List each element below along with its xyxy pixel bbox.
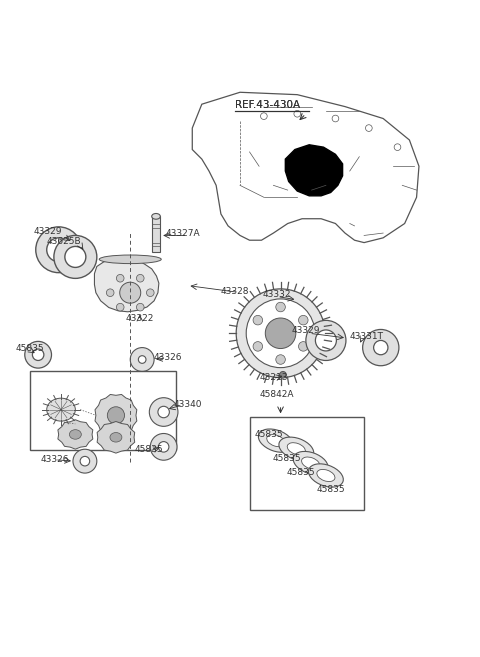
Circle shape <box>108 407 124 424</box>
Bar <box>152 216 160 252</box>
Text: 43326: 43326 <box>40 455 69 464</box>
Text: 43213: 43213 <box>259 373 288 382</box>
Ellipse shape <box>301 457 320 469</box>
Ellipse shape <box>293 451 328 475</box>
Text: 43331T: 43331T <box>350 332 384 341</box>
Circle shape <box>36 227 82 273</box>
Text: 45835: 45835 <box>135 445 164 454</box>
Ellipse shape <box>99 255 161 263</box>
Circle shape <box>276 302 285 312</box>
Circle shape <box>315 330 336 351</box>
Circle shape <box>158 442 169 452</box>
Circle shape <box>116 304 124 311</box>
Text: 45835: 45835 <box>287 468 315 477</box>
Circle shape <box>73 449 97 473</box>
Circle shape <box>136 304 144 311</box>
Circle shape <box>65 246 86 267</box>
Text: REF.43-430A: REF.43-430A <box>235 100 300 110</box>
Text: 45835: 45835 <box>16 344 44 353</box>
Circle shape <box>253 315 263 325</box>
Ellipse shape <box>267 434 285 447</box>
Polygon shape <box>58 420 93 449</box>
Bar <box>30 371 176 450</box>
Ellipse shape <box>152 214 160 219</box>
Circle shape <box>146 289 154 296</box>
Text: 45842A: 45842A <box>259 390 294 399</box>
Ellipse shape <box>279 437 314 461</box>
Circle shape <box>150 434 177 460</box>
Circle shape <box>47 238 71 261</box>
Text: 45835: 45835 <box>316 486 345 494</box>
Circle shape <box>253 342 263 351</box>
Text: 45835: 45835 <box>273 454 301 463</box>
Circle shape <box>158 406 169 418</box>
Text: 43329: 43329 <box>34 227 62 236</box>
Circle shape <box>25 342 51 368</box>
Text: 43327A: 43327A <box>166 229 201 238</box>
Ellipse shape <box>317 469 335 482</box>
Text: 43625B: 43625B <box>47 237 81 246</box>
Ellipse shape <box>110 432 122 442</box>
Circle shape <box>306 321 346 361</box>
Polygon shape <box>95 260 159 312</box>
Text: REF.43-430A: REF.43-430A <box>235 100 300 110</box>
Ellipse shape <box>287 443 305 455</box>
Circle shape <box>246 299 315 368</box>
Circle shape <box>116 275 124 282</box>
Ellipse shape <box>70 430 81 440</box>
Text: 43329: 43329 <box>291 327 320 335</box>
Ellipse shape <box>258 429 293 452</box>
Circle shape <box>54 235 97 279</box>
Polygon shape <box>97 422 135 453</box>
Circle shape <box>138 355 146 363</box>
Text: 43340: 43340 <box>173 400 202 409</box>
Circle shape <box>299 315 308 325</box>
Ellipse shape <box>47 398 75 421</box>
Circle shape <box>33 349 44 361</box>
Text: 43322: 43322 <box>125 315 154 323</box>
Circle shape <box>236 289 325 378</box>
Bar <box>250 417 364 510</box>
Text: 45835: 45835 <box>254 430 283 439</box>
Circle shape <box>373 340 388 355</box>
Circle shape <box>363 329 399 366</box>
Polygon shape <box>285 145 343 196</box>
Circle shape <box>265 318 296 349</box>
Circle shape <box>80 457 90 466</box>
Text: 43332: 43332 <box>263 290 291 299</box>
Circle shape <box>276 355 285 364</box>
Circle shape <box>120 283 141 304</box>
Circle shape <box>299 342 308 351</box>
Text: 43328: 43328 <box>221 286 250 296</box>
Circle shape <box>280 371 286 378</box>
Circle shape <box>130 348 154 371</box>
Text: 43326: 43326 <box>153 353 181 361</box>
Circle shape <box>107 289 114 296</box>
Circle shape <box>136 275 144 282</box>
Circle shape <box>149 397 178 426</box>
Ellipse shape <box>309 464 343 487</box>
Polygon shape <box>95 394 137 436</box>
